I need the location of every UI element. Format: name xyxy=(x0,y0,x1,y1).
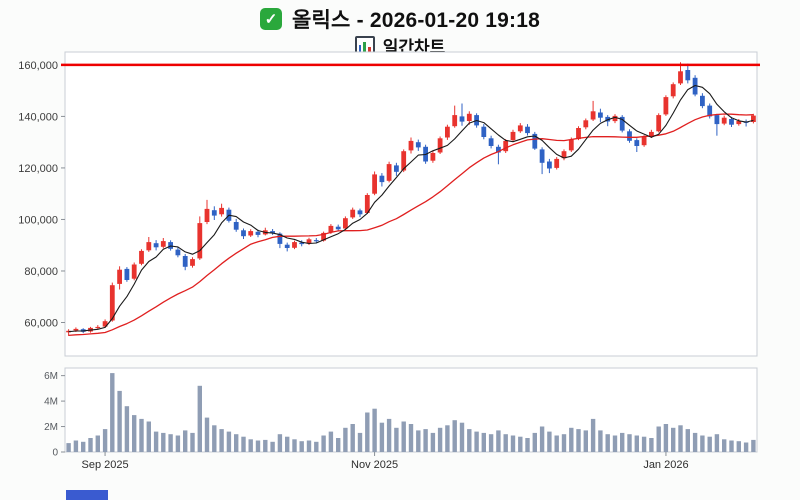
svg-text:2M: 2M xyxy=(44,422,58,433)
svg-text:140,000: 140,000 xyxy=(18,111,58,123)
svg-text:0: 0 xyxy=(52,448,58,459)
price-y-axis: 60,000 80,000 100,000 120,000 140,000 160,000 xyxy=(18,60,65,330)
volume-y-axis: 0 2M 4M 6M xyxy=(44,371,65,459)
page-title: 올릭스 - 2026-01-20 19:18 xyxy=(292,9,540,32)
svg-text:4M: 4M xyxy=(44,397,58,408)
svg-text:6M: 6M xyxy=(44,371,58,382)
chart-panes xyxy=(64,51,758,453)
h-scrollbar-thumb[interactable] xyxy=(66,490,108,500)
svg-text:60,000: 60,000 xyxy=(24,318,58,330)
chart-header: ✓ 올릭스 - 2026-01-20 19:18 xyxy=(0,4,800,34)
checkbox-icon: ✓ xyxy=(260,8,282,30)
volume-bars xyxy=(66,373,756,452)
svg-text:120,000: 120,000 xyxy=(18,163,58,175)
ma-line-ma5 xyxy=(68,84,754,333)
bar-chart-icon xyxy=(354,35,375,56)
svg-text:Jan 2026: Jan 2026 xyxy=(643,459,688,471)
price-pane xyxy=(64,51,758,357)
svg-text:160,000: 160,000 xyxy=(18,60,58,72)
ma-line-ma20 xyxy=(68,113,754,337)
svg-text:100,000: 100,000 xyxy=(18,214,58,226)
svg-text:80,000: 80,000 xyxy=(24,266,58,278)
x-axis-labels: Sep 2025 Nov 2025 Jan 2026 xyxy=(82,452,689,471)
svg-text:Sep 2025: Sep 2025 xyxy=(82,459,129,471)
svg-text:Nov 2025: Nov 2025 xyxy=(351,459,398,471)
